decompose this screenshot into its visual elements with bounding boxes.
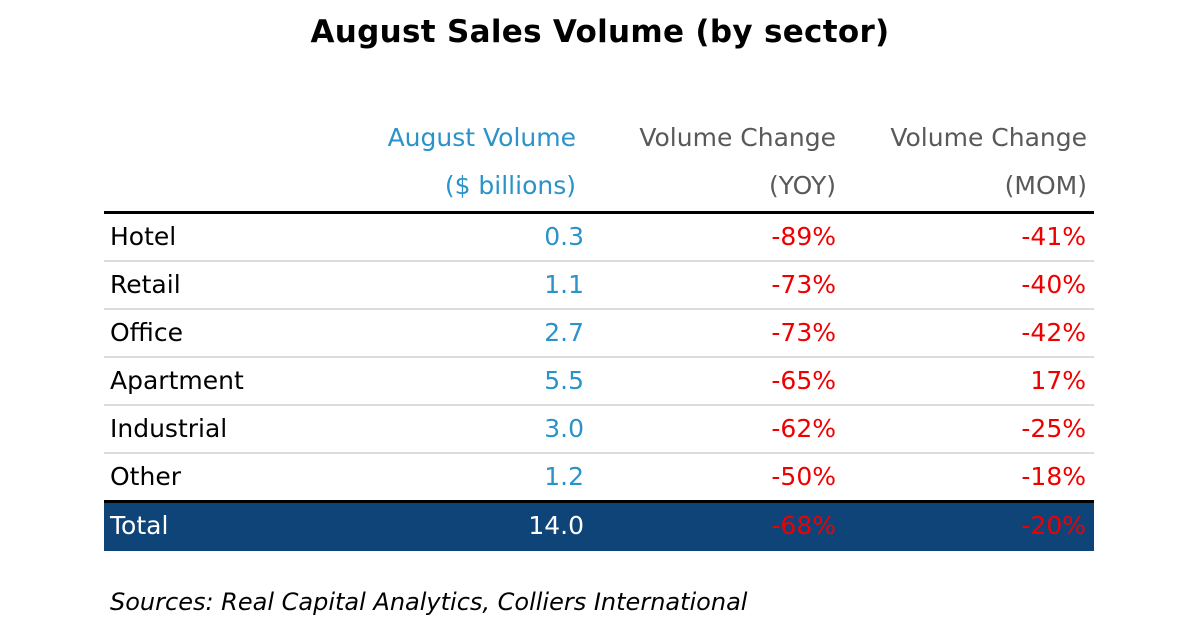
sector-cell: Apartment [110,366,244,395]
mom-cell: -25% [1021,414,1086,443]
header-volume-change-mom: Volume Change (MOM) [810,114,1087,210]
volume-cell: 2.7 [544,318,584,347]
volume-cell: 3.0 [544,414,584,443]
volume-cell: 0.3 [544,222,584,251]
yoy-cell: -73% [771,318,836,347]
sector-cell: Industrial [110,414,228,443]
mom-cell: -42% [1021,318,1086,347]
sector-cell: Office [110,318,183,347]
volume-cell: 5.5 [544,366,584,395]
sector-cell: Hotel [110,222,177,251]
header-mom-line1: Volume Change [890,123,1087,152]
header-volume-line1: August Volume [387,123,576,152]
table-row: Other 1.2 -50% -18% [104,454,1094,503]
mom-cell: 17% [1030,366,1086,395]
total-volume: 14.0 [528,511,584,540]
sector-table: Hotel 0.3 -89% -41% Retail 1.1 -73% -40%… [104,214,1094,503]
header-volume-line2: ($ billions) [444,171,576,200]
header-rule [104,211,1094,214]
sector-cell: Retail [110,270,181,299]
chart-title: August Sales Volume (by sector) [310,14,890,50]
header-yoy-line2: (YOY) [769,171,836,200]
yoy-cell: -50% [771,462,836,491]
header-volume-change-yoy: Volume Change (YOY) [560,114,836,210]
table-row: Retail 1.1 -73% -40% [104,262,1094,310]
yoy-cell: -89% [771,222,836,251]
mom-cell: -41% [1021,222,1086,251]
sector-cell: Other [110,462,181,491]
total-mom: -20% [1021,511,1086,540]
table-row: Apartment 5.5 -65% 17% [104,358,1094,406]
total-yoy: -68% [771,511,836,540]
mom-cell: -40% [1021,270,1086,299]
total-row: Total 14.0 -68% -20% [104,503,1094,551]
yoy-cell: -62% [771,414,836,443]
header-august-volume: August Volume ($ billions) [300,114,576,210]
source-note: Sources: Real Capital Analytics, Collier… [110,588,748,616]
volume-cell: 1.2 [544,462,584,491]
yoy-cell: -65% [771,366,836,395]
header-yoy-line1: Volume Change [639,123,836,152]
mom-cell: -18% [1021,462,1086,491]
table-row: Office 2.7 -73% -42% [104,310,1094,358]
table-row: Hotel 0.3 -89% -41% [104,214,1094,262]
volume-cell: 1.1 [544,270,584,299]
table-row: Industrial 3.0 -62% -25% [104,406,1094,454]
total-label: Total [110,511,169,540]
yoy-cell: -73% [771,270,836,299]
header-mom-line2: (MOM) [1004,171,1087,200]
